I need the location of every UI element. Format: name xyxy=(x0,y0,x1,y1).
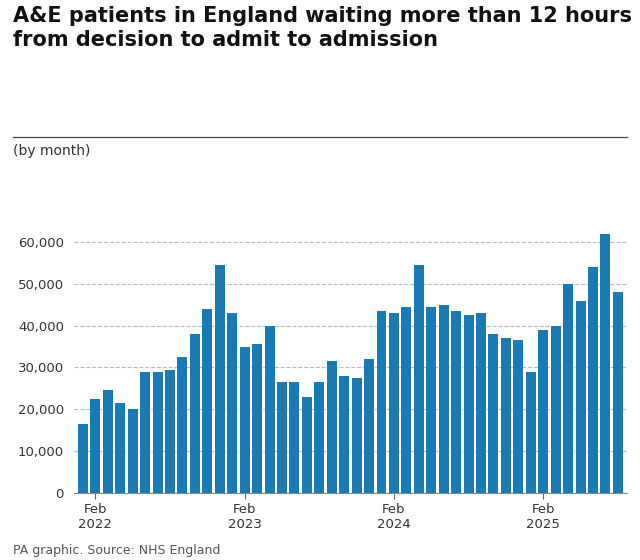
Bar xyxy=(600,234,611,493)
Text: A&E patients in England waiting more than 12 hours
from decision to admit to adm: A&E patients in England waiting more tha… xyxy=(13,6,632,50)
Bar xyxy=(401,307,412,493)
Bar xyxy=(376,311,387,493)
Bar xyxy=(264,325,275,493)
Text: PA graphic. Source: NHS England: PA graphic. Source: NHS England xyxy=(13,544,220,557)
Bar xyxy=(339,376,349,493)
Bar xyxy=(215,265,225,493)
Bar xyxy=(488,334,499,493)
Bar xyxy=(389,313,399,493)
Bar xyxy=(575,301,586,493)
Bar xyxy=(240,347,250,493)
Bar xyxy=(526,372,536,493)
Bar xyxy=(414,265,424,493)
Bar xyxy=(277,382,287,493)
Bar xyxy=(613,292,623,493)
Bar xyxy=(190,334,200,493)
Bar xyxy=(140,372,150,493)
Bar xyxy=(302,396,312,493)
Bar xyxy=(550,325,561,493)
Bar xyxy=(351,378,362,493)
Bar xyxy=(252,344,262,493)
Bar xyxy=(327,361,337,493)
Bar xyxy=(115,403,125,493)
Bar xyxy=(202,309,212,493)
Bar xyxy=(439,305,449,493)
Bar xyxy=(78,424,88,493)
Text: (by month): (by month) xyxy=(13,144,90,158)
Bar xyxy=(177,357,188,493)
Bar xyxy=(513,340,524,493)
Bar xyxy=(451,311,461,493)
Bar xyxy=(227,313,237,493)
Bar xyxy=(103,390,113,493)
Bar xyxy=(165,370,175,493)
Bar xyxy=(476,313,486,493)
Bar xyxy=(463,315,474,493)
Bar xyxy=(314,382,324,493)
Bar xyxy=(152,372,163,493)
Bar xyxy=(426,307,436,493)
Bar xyxy=(563,284,573,493)
Bar xyxy=(538,330,548,493)
Bar xyxy=(588,267,598,493)
Bar xyxy=(128,409,138,493)
Bar xyxy=(501,338,511,493)
Bar xyxy=(364,359,374,493)
Bar xyxy=(289,382,300,493)
Bar xyxy=(90,399,100,493)
